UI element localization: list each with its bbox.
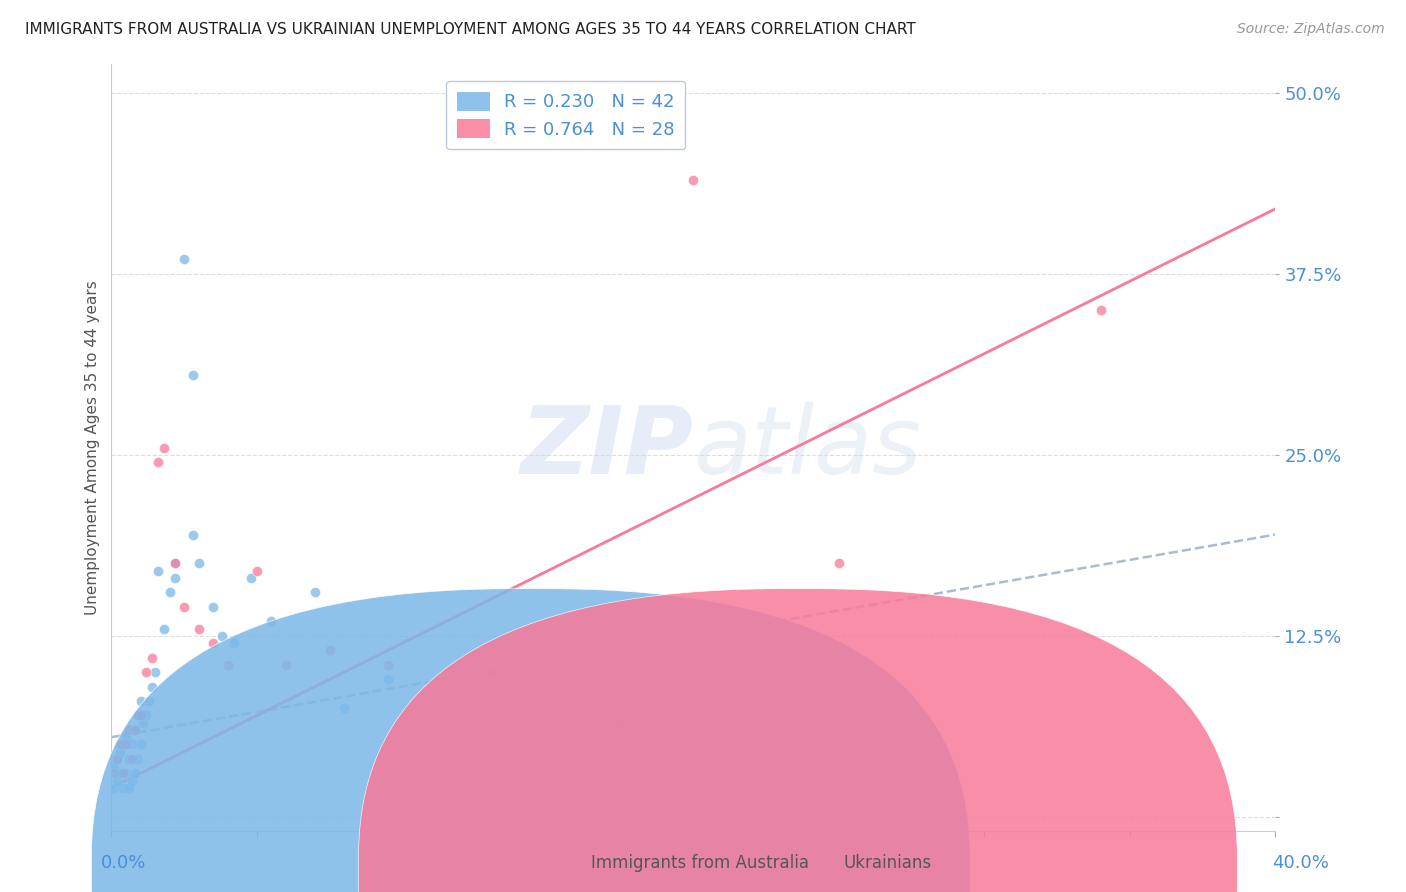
Point xyxy=(141,650,163,665)
Point xyxy=(124,766,146,780)
Point xyxy=(112,780,135,795)
Point xyxy=(222,636,245,650)
Point xyxy=(112,738,135,752)
Point xyxy=(129,694,152,708)
Point xyxy=(377,673,399,687)
Point xyxy=(146,564,169,578)
Point xyxy=(121,738,143,752)
Point xyxy=(828,557,851,571)
Point xyxy=(152,622,174,636)
Point xyxy=(682,173,704,187)
Point xyxy=(108,766,131,780)
Point xyxy=(152,441,174,455)
Point xyxy=(173,599,195,614)
Point xyxy=(105,773,128,788)
Point xyxy=(103,780,125,795)
Point xyxy=(127,752,149,766)
Text: ZIP: ZIP xyxy=(520,401,693,493)
Point xyxy=(115,730,138,744)
Point xyxy=(132,715,155,730)
Point xyxy=(217,657,239,672)
Point xyxy=(304,585,326,599)
Point xyxy=(141,680,163,694)
Point xyxy=(124,723,146,737)
Point xyxy=(124,723,146,737)
Point xyxy=(246,564,269,578)
Point xyxy=(165,557,187,571)
Text: Ukrainians: Ukrainians xyxy=(844,855,932,872)
Point xyxy=(202,599,225,614)
Point xyxy=(118,780,141,795)
Point xyxy=(121,752,143,766)
Point xyxy=(115,738,138,752)
Point xyxy=(377,657,399,672)
Point xyxy=(108,745,131,759)
Point xyxy=(202,636,225,650)
Point xyxy=(187,622,209,636)
Point xyxy=(165,571,187,585)
Point xyxy=(159,585,181,599)
Point xyxy=(108,738,131,752)
Point xyxy=(143,665,166,679)
Point xyxy=(121,773,143,788)
Point xyxy=(135,665,157,679)
Text: IMMIGRANTS FROM AUSTRALIA VS UKRAINIAN UNEMPLOYMENT AMONG AGES 35 TO 44 YEARS CO: IMMIGRANTS FROM AUSTRALIA VS UKRAINIAN U… xyxy=(25,22,917,37)
Point xyxy=(103,766,125,780)
Text: atlas: atlas xyxy=(693,402,922,493)
Point xyxy=(118,752,141,766)
Point xyxy=(127,708,149,723)
Point xyxy=(478,665,501,679)
Point xyxy=(115,766,138,780)
Point xyxy=(173,252,195,267)
Point xyxy=(333,701,356,715)
Point xyxy=(260,615,283,629)
Text: 40.0%: 40.0% xyxy=(1272,855,1329,872)
Point xyxy=(135,708,157,723)
Text: 0.0%: 0.0% xyxy=(101,855,146,872)
Point xyxy=(609,715,631,730)
Text: Source: ZipAtlas.com: Source: ZipAtlas.com xyxy=(1237,22,1385,37)
Point xyxy=(105,752,128,766)
Point xyxy=(129,738,152,752)
Point xyxy=(112,766,135,780)
Point xyxy=(187,557,209,571)
Point xyxy=(127,708,149,723)
Point xyxy=(240,571,263,585)
Point xyxy=(105,752,128,766)
Point xyxy=(129,708,152,723)
Point xyxy=(1090,303,1112,318)
Y-axis label: Unemployment Among Ages 35 to 44 years: Unemployment Among Ages 35 to 44 years xyxy=(86,280,100,615)
Point xyxy=(138,694,160,708)
Point xyxy=(146,455,169,469)
Point xyxy=(181,527,204,541)
Point xyxy=(103,759,125,773)
Point xyxy=(211,629,233,643)
Point xyxy=(181,368,204,383)
Point xyxy=(165,557,187,571)
Point xyxy=(118,723,141,737)
Text: Immigrants from Australia: Immigrants from Australia xyxy=(591,855,808,872)
Point xyxy=(318,643,340,657)
Legend: R = 0.230   N = 42, R = 0.764   N = 28: R = 0.230 N = 42, R = 0.764 N = 28 xyxy=(446,81,686,150)
Point xyxy=(274,657,297,672)
